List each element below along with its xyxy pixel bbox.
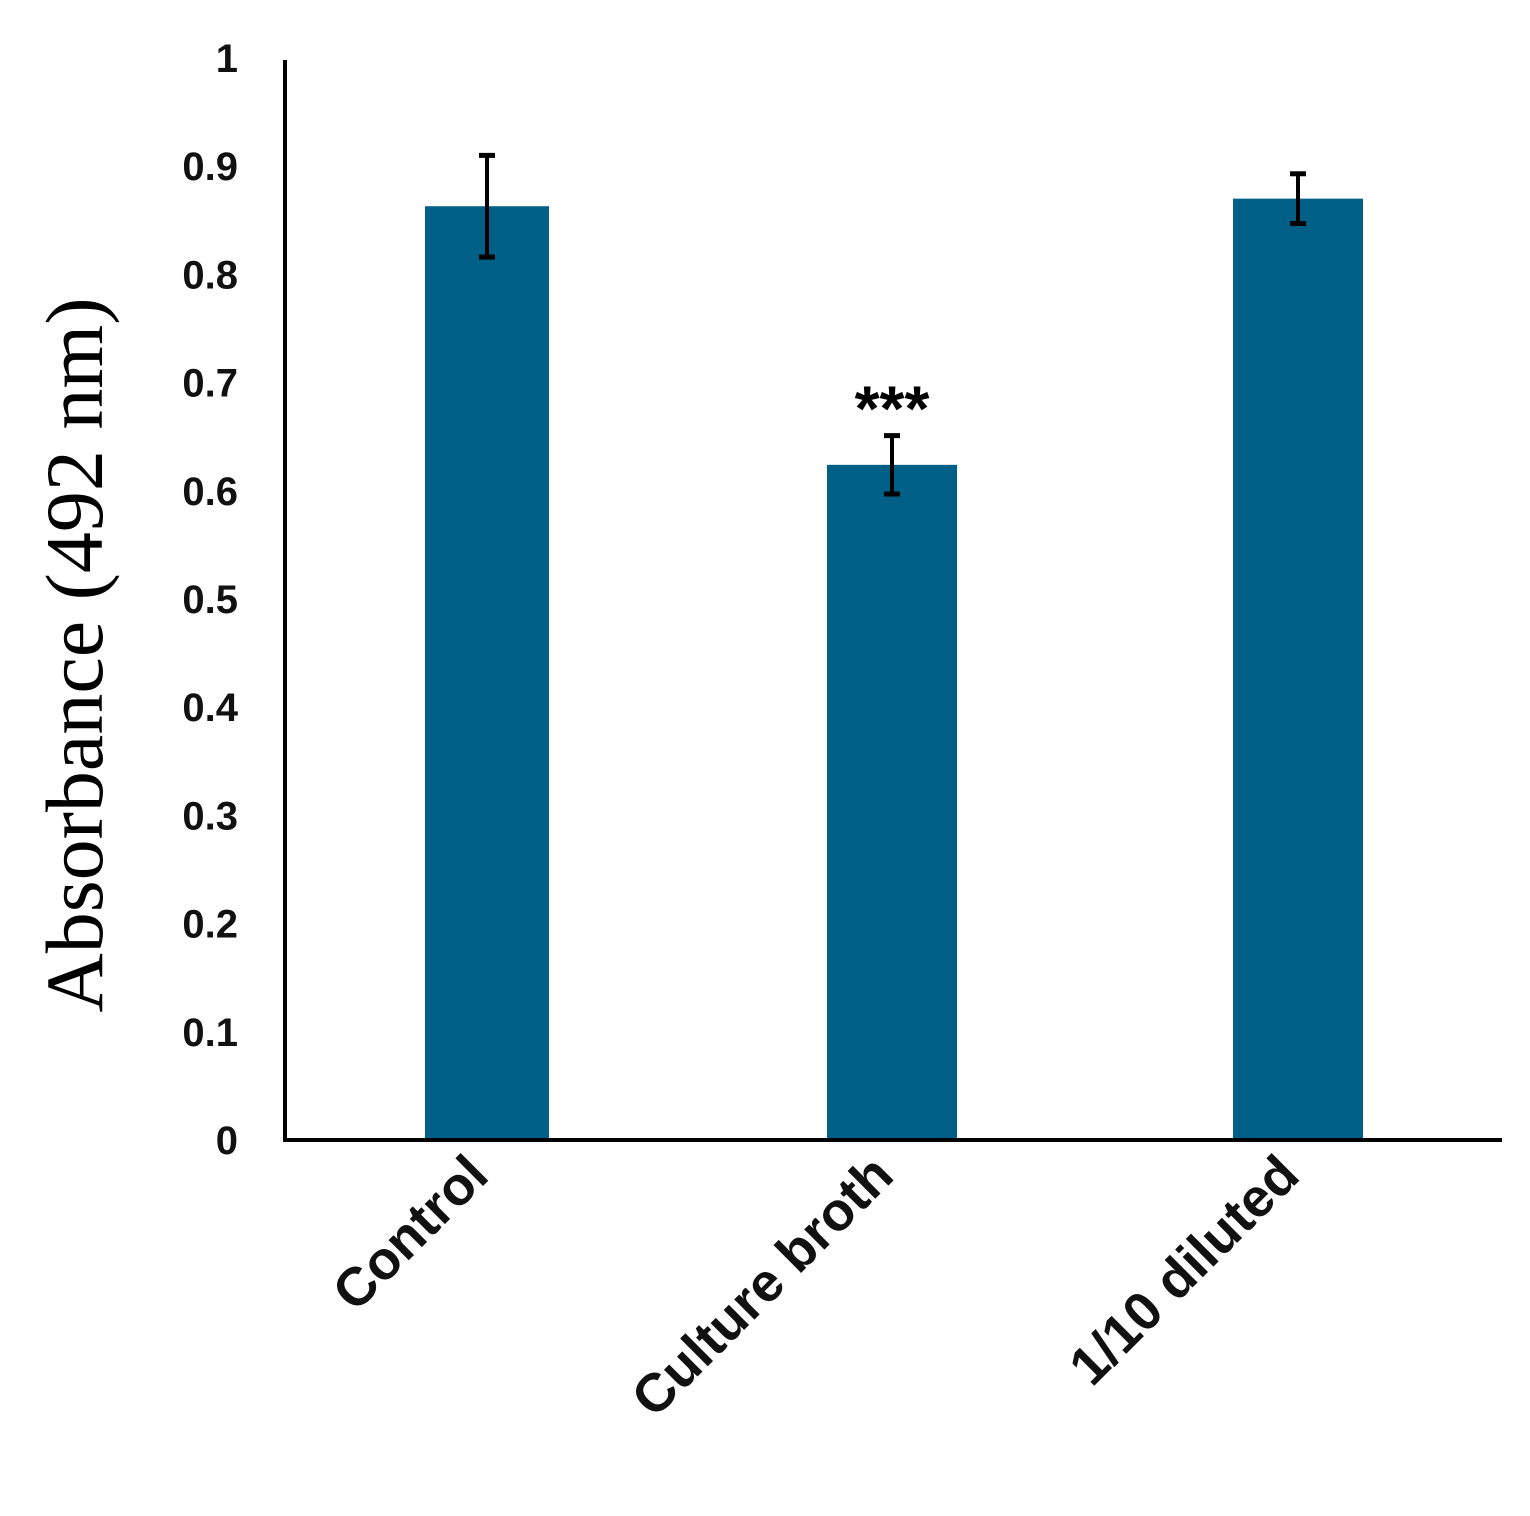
bar-1 (827, 464, 957, 1140)
x-tick-label-2: 1/10 diluted (1058, 1144, 1311, 1397)
y-tick-label-10: 1 (216, 37, 238, 81)
bars-layer (425, 198, 1363, 1140)
y-tick-label-5: 0.5 (182, 578, 238, 622)
annotations-layer: *** (855, 373, 930, 445)
significance-label-1: *** (855, 373, 930, 445)
y-tick-label-9: 0.9 (182, 145, 238, 189)
x-tick-labels: Control Culture broth 1/10 diluted (321, 1144, 1310, 1428)
x-tick-label-0: Control (321, 1144, 499, 1322)
y-tick-label-2: 0.2 (182, 903, 238, 947)
y-tick-label-0: 0 (216, 1119, 238, 1163)
axes-layer (283, 60, 1502, 1142)
x-tick-label-1: Culture broth (620, 1144, 904, 1428)
error-bars-layer (479, 152, 1306, 497)
y-tick-label-3: 0.3 (182, 794, 238, 838)
y-tick-labels: 0 0.1 0.2 0.3 0.4 0.5 0.6 0.7 0.8 0.9 1 (182, 37, 238, 1163)
y-tick-label-6: 0.6 (182, 470, 238, 514)
bar-2 (1233, 198, 1363, 1140)
bar-0 (425, 206, 549, 1140)
y-tick-label-8: 0.8 (182, 253, 238, 297)
y-tick-label-1: 0.1 (182, 1011, 238, 1055)
y-axis-title: Absorbance (492 nm) (29, 297, 120, 1012)
y-tick-label-4: 0.4 (182, 686, 238, 730)
y-tick-label-7: 0.7 (182, 362, 238, 406)
